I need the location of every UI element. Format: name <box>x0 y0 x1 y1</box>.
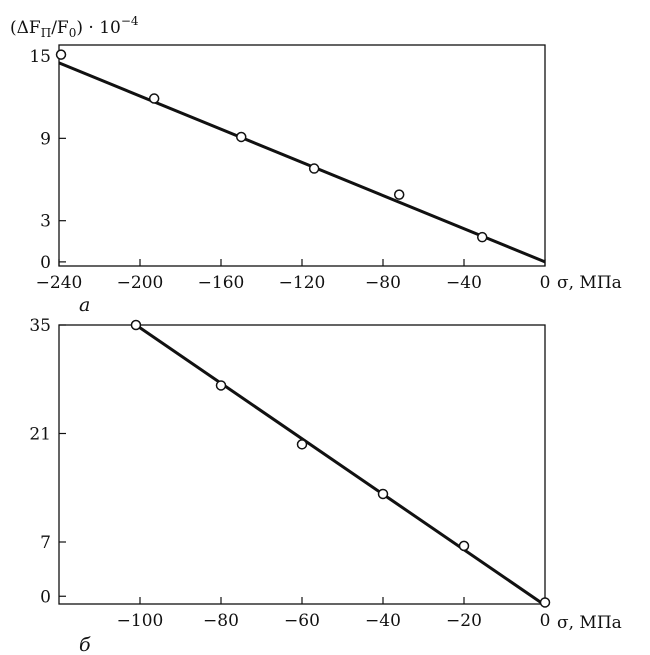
panel-a-data-point <box>308 163 320 174</box>
panel-a-data-point <box>393 189 405 200</box>
panel-b-x-ticks: −100 −80 −60 −40 −20 0 <box>117 597 551 631</box>
panel-a-y-tick-label: 0 <box>40 253 51 273</box>
panel-b-x-tick-label: −20 <box>446 611 482 631</box>
panel-a-data-point <box>236 131 247 143</box>
panel-a-x-tick-label: −120 <box>279 273 326 293</box>
panel-a-letter: а <box>79 294 90 316</box>
panel-a-x-ticks: −240 −200 −160 −120 −80 −40 0 <box>36 259 551 293</box>
panel-b-data-point <box>377 488 389 500</box>
panel-a-x-tick-label: −240 <box>36 273 83 293</box>
panel-a-x-tick-label: −80 <box>365 273 401 293</box>
panel-b-plot-frame <box>58 324 546 605</box>
panel-b-y-tick-label: 21 <box>29 425 51 445</box>
panel-a-y-tick-label: 3 <box>40 212 51 232</box>
panel-a-y-tick-label: 9 <box>40 129 51 149</box>
panel-b: 0 7 21 35 −100 −80 −60 −40 −20 0 σ, МПа б <box>29 316 621 655</box>
panel-b-x-tick-label: 0 <box>540 611 551 631</box>
panel-b-data-points <box>130 319 551 608</box>
panel-b-y-tick-label: 0 <box>40 587 51 607</box>
panel-b-data-point <box>130 319 142 331</box>
panel-b-y-ticks: 0 7 21 35 <box>29 316 66 607</box>
panel-a-data-point <box>476 231 488 243</box>
panel-b-x-tick-label: −80 <box>203 611 239 631</box>
panel-a-data-point <box>148 93 160 104</box>
panel-b-data-point <box>215 380 227 391</box>
panel-b-x-tick-label: −100 <box>117 611 164 631</box>
panel-a-data-points <box>55 49 488 243</box>
panel-a-y-axis-label: (ΔFП/F0) · 10−4 <box>10 14 139 40</box>
panel-b-letter: б <box>79 634 91 655</box>
panel-b-y-tick-label: 35 <box>29 316 51 336</box>
panel-a-x-tick-label: 0 <box>540 273 551 293</box>
panel-a-x-axis-label: σ, МПа <box>557 273 622 293</box>
panel-b-y-tick-label: 7 <box>40 533 51 553</box>
panel-a-x-tick-label: −40 <box>446 273 482 293</box>
panel-a-y-ticks: 0 3 9 15 <box>29 47 66 273</box>
panel-a: (ΔFП/F0) · 10−4 0 3 9 15 −240 −200 −160 −120 −8… <box>10 14 622 316</box>
panel-a-y-tick-label: 15 <box>29 47 51 67</box>
panel-a-x-tick-label: −200 <box>117 273 164 293</box>
panel-a-fit-line <box>58 61 546 264</box>
panel-a-x-tick-label: −160 <box>198 273 245 293</box>
panel-b-x-tick-label: −60 <box>284 611 320 631</box>
panel-b-data-point <box>539 597 551 608</box>
panel-b-data-point <box>458 540 470 552</box>
panel-b-fit-line <box>135 323 542 604</box>
panel-a-data-point <box>55 49 67 60</box>
panel-b-data-point <box>296 439 308 450</box>
panel-b-x-tick-label: −40 <box>365 611 401 631</box>
panel-b-x-axis-label: σ, МПа <box>557 613 622 633</box>
